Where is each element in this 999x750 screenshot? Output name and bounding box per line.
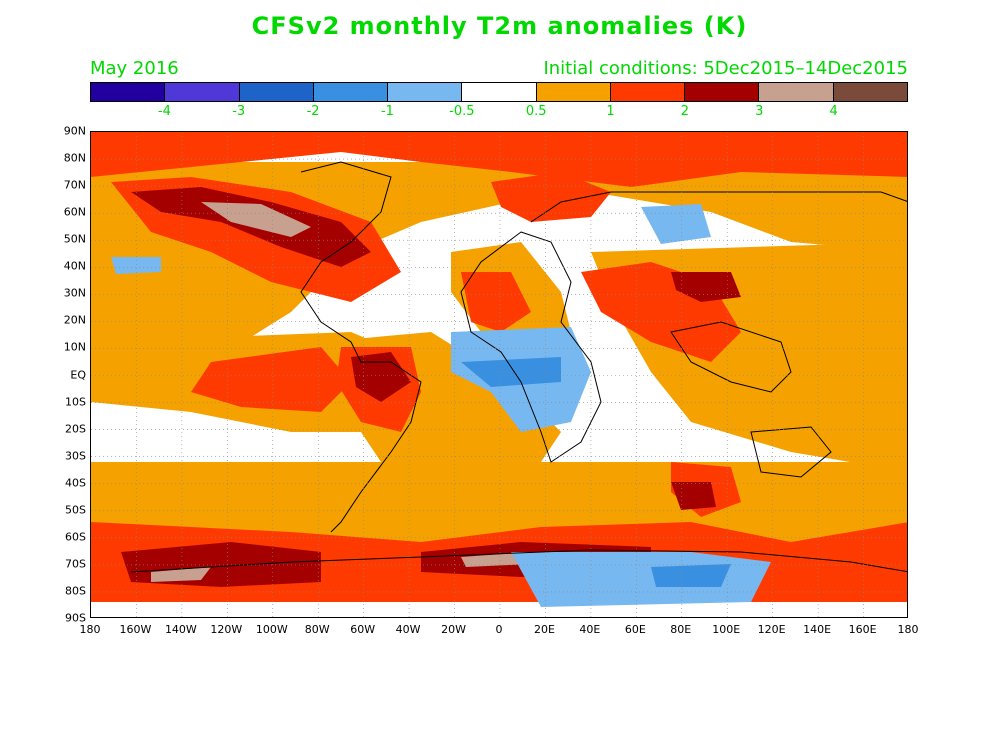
latitude-label: 10N (63, 340, 86, 354)
legend-swatch (833, 83, 907, 101)
anomaly-region (491, 172, 611, 222)
coastline (300, 161, 422, 533)
anomaly-region (511, 552, 771, 607)
legend-tick-label: 0.5 (525, 104, 547, 119)
anomaly-region (651, 564, 731, 587)
color-legend-bar (90, 82, 908, 102)
legend-swatch (388, 83, 463, 101)
anomaly-region (201, 202, 311, 237)
longitude-label: 160W (119, 623, 152, 636)
latitude-label: 90S (65, 611, 86, 625)
latitude-label: 90N (63, 124, 86, 138)
anomaly-map (90, 131, 908, 618)
longitude-label: 20W (441, 623, 466, 636)
initial-conditions: Initial conditions: 5Dec2015–14Dec2015 (543, 58, 908, 79)
longitude-label: 100W (255, 623, 288, 636)
map-canvas (91, 132, 907, 617)
legend-tick-label: -3 (232, 104, 246, 119)
latitude-label: 60N (63, 205, 86, 219)
coastlines (130, 161, 907, 573)
legend-swatch (462, 83, 537, 101)
longitude-label: 160E (848, 623, 877, 636)
anomaly-region (461, 357, 561, 387)
latitude-label: 70N (63, 178, 86, 192)
legend-tick-label: 4 (829, 104, 838, 119)
coastline (130, 549, 907, 573)
latitude-label: 20N (63, 313, 86, 327)
legend-swatch (313, 83, 389, 101)
anomaly-region (191, 347, 351, 412)
legend-tick-label: 3 (755, 104, 764, 119)
legend-swatch (685, 83, 760, 101)
longitude-label: 40W (395, 623, 421, 636)
coastline (670, 321, 792, 393)
longitude-label: 60W (350, 623, 376, 636)
legend-swatch (239, 83, 314, 101)
latitude-label: 80S (65, 584, 86, 598)
longitude-label: 20E (533, 623, 555, 636)
latitude-label: EQ (70, 368, 86, 381)
longitude-label: 100E (712, 623, 741, 636)
legend-tick-label: 2 (680, 104, 690, 119)
latitude-label: 30N (63, 286, 86, 300)
coastline (530, 191, 907, 223)
longitude-label: 80E (670, 623, 692, 636)
latitude-label: 50N (63, 232, 86, 246)
legend-tick-label: -2 (306, 104, 320, 119)
longitude-label: 120E (757, 623, 786, 636)
longitude-label: 180 (897, 623, 919, 636)
longitude-label: 180 (79, 623, 101, 636)
legend-swatch (610, 83, 686, 101)
anomaly-region (151, 567, 211, 582)
longitude-label: 80W (304, 623, 330, 636)
graticule (91, 132, 907, 617)
legend-tick-label: -1 (380, 104, 394, 119)
anomaly-region (671, 482, 716, 510)
anomaly-region (111, 257, 161, 274)
longitude-label: 140W (164, 623, 197, 636)
latitude-label: 10S (65, 395, 86, 409)
longitude-label: 60E (624, 623, 646, 636)
latitude-label: 20S (65, 422, 86, 436)
legend-tick-label: -0.5 (449, 104, 475, 119)
latitude-label: 60S (65, 530, 86, 544)
latitude-label: 50S (65, 503, 86, 517)
legend-tick-label: -4 (157, 104, 171, 119)
latitude-label: 30S (65, 449, 86, 463)
cold-moderate-regions (461, 357, 731, 587)
coastline (750, 426, 832, 478)
longitude-label: 40E (579, 623, 601, 636)
longitude-label: 140E (803, 623, 832, 636)
anomaly-region (91, 132, 907, 187)
anomaly-region (641, 204, 711, 244)
legend-swatch (759, 83, 834, 101)
coastline (460, 231, 602, 463)
latitude-label: 70S (65, 557, 86, 571)
forecast-month: May 2016 (90, 58, 179, 79)
latitude-label: 40S (65, 476, 86, 490)
legend-tick-label: 1 (606, 104, 615, 119)
anomaly-region (461, 272, 531, 332)
longitude-label: 0 (495, 623, 503, 636)
latitude-label: 40N (63, 259, 86, 273)
longitude-label: 120W (210, 623, 243, 636)
map-title: CFSv2 monthly T2m anomalies (K) (251, 12, 748, 40)
anomaly-region (351, 352, 411, 402)
legend-swatch (165, 83, 240, 101)
legend-swatch (91, 83, 166, 101)
legend-swatch (536, 83, 611, 101)
latitude-label: 80N (63, 151, 86, 165)
